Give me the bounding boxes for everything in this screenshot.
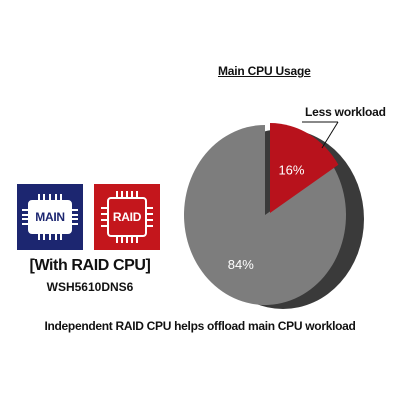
raid-chip-label: RAID: [112, 210, 142, 224]
footer-text: Independent RAID CPU helps offload main …: [44, 319, 356, 333]
raid-chip-body: RAID: [101, 191, 153, 243]
main-cpu-chip-icon: MAIN: [17, 184, 83, 250]
config-caption: [With RAID CPU]: [29, 257, 151, 274]
pie-slice-84: [183, 125, 346, 305]
chart-title: Main CPU Usage: [218, 64, 311, 78]
pie-slice-label: 84%: [228, 257, 254, 272]
callout-pointer: [321, 121, 339, 149]
main-chip-body: MAIN: [22, 194, 78, 240]
less-workload-callout: Less workload: [305, 105, 386, 119]
raid-cpu-chip-icon: RAID: [94, 184, 160, 250]
pie-slice-16: [270, 123, 339, 213]
pie-slice-label: 16%: [278, 163, 304, 178]
model-caption: WSH5610DNS6: [46, 280, 134, 294]
main-chip-label: MAIN: [35, 210, 65, 224]
